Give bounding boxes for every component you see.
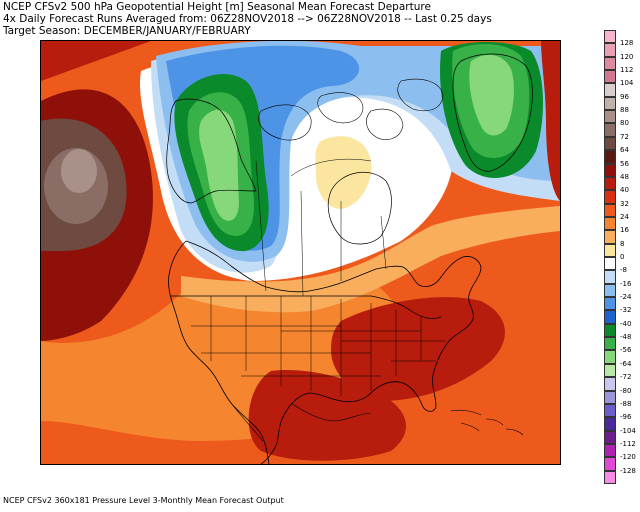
anomaly-strong-positive-southeast — [248, 370, 406, 461]
colorbar-label: -72 — [620, 373, 632, 382]
footer-caption: NCEP CFSv2 360x181 Pressure Level 3-Mont… — [3, 496, 284, 505]
colorbar-label: -48 — [620, 333, 632, 342]
colorbar-label: -96 — [620, 413, 632, 422]
map-svg — [41, 41, 560, 464]
colorbar-label: 8 — [620, 239, 625, 248]
caribbean-outline — [450, 409, 524, 436]
colorbar-label: -128 — [620, 466, 636, 475]
colorbar-swatch — [604, 56, 616, 71]
hudson-bay-outline — [327, 172, 392, 245]
colorbar-swatch — [604, 190, 616, 204]
colorbar-swatch — [604, 83, 616, 97]
colorbar-swatch — [604, 123, 616, 137]
colorbar-label: -104 — [620, 426, 636, 435]
colorbar-swatch — [604, 136, 616, 151]
colorbar-label: 104 — [620, 79, 634, 88]
colorbar-label: -56 — [620, 346, 632, 355]
colorbar-swatch — [604, 176, 616, 191]
anomaly-max-inner-west — [61, 149, 97, 193]
colorbar-label: 0 — [620, 253, 625, 261]
colorbar-swatch — [604, 150, 616, 164]
anomaly-weak-positive-center — [315, 136, 372, 209]
colorbar-label: 64 — [620, 146, 629, 155]
colorbar-swatch — [604, 70, 616, 84]
colorbar-swatch — [604, 377, 616, 391]
colorbar-swatch — [604, 243, 616, 257]
anomaly-strong-positive-east — [331, 297, 505, 401]
arctic-islands-outline — [258, 78, 444, 141]
colorbar-swatch — [604, 390, 616, 404]
colorbar-label: -120 — [620, 453, 636, 462]
colorbar-swatch — [604, 337, 616, 351]
colorbar-swatch — [604, 470, 616, 484]
anomaly-weak-positive-band — [181, 206, 560, 313]
colorbar-swatch — [604, 110, 616, 124]
colorbar-label: 72 — [620, 132, 629, 141]
colorbar-label: -40 — [620, 319, 632, 328]
colorbar-label: 48 — [620, 172, 629, 181]
colorbar-label: -80 — [620, 386, 632, 395]
colorbar-label: 56 — [620, 159, 629, 168]
colorbar-swatch — [604, 270, 616, 284]
colorbar-swatch — [604, 96, 616, 111]
colorbar-swatch — [604, 363, 616, 378]
colorbar-swatch — [604, 323, 616, 338]
colorbar-label: -88 — [620, 399, 632, 408]
colorbar-label: 88 — [620, 106, 629, 115]
anomaly-peak-negative-east — [469, 54, 514, 136]
us-canada-border — [171, 295, 442, 319]
colorbar-label: 112 — [620, 66, 634, 75]
colorbar-swatch — [604, 216, 616, 231]
colorbar-swatch — [604, 403, 616, 418]
colorbar-label: -16 — [620, 279, 632, 288]
colorbar-label: 128 — [620, 39, 634, 48]
north-america-outline — [168, 240, 482, 464]
colorbar-swatch — [604, 457, 616, 471]
colorbar-label: -112 — [620, 439, 636, 448]
colorbar-swatch — [604, 43, 616, 57]
colorbar-label: 40 — [620, 186, 629, 195]
colorbar-swatch — [604, 163, 616, 177]
canada-province-boundaries — [255, 158, 387, 297]
colorbar-legend: 128 120 112 104 96 88 80 72 64 56 48 40 32 24 16 8 0 -8 -1… — [604, 30, 640, 484]
colorbar-swatch — [604, 297, 616, 311]
title-line-1: NCEP CFSv2 500 hPa Geopotential Height [… — [3, 1, 431, 13]
colorbar-swatch — [604, 350, 616, 364]
anomaly-peak-negative-west — [199, 109, 239, 221]
anomaly-positive-west — [41, 41, 151, 81]
colorbar-swatch — [604, 230, 616, 244]
colorbar-label: 80 — [620, 119, 629, 128]
colorbar-label: -24 — [620, 293, 632, 302]
colorbar-swatch — [604, 203, 616, 217]
anomaly-positive-east-edge — [541, 41, 560, 201]
mexico-outline — [230, 402, 372, 442]
colorbar-label: -32 — [620, 306, 632, 315]
colorbar-label: 120 — [620, 52, 634, 61]
forecast-map — [40, 40, 561, 465]
title-line-3: Target Season: DECEMBER/JANUARY/FEBRUARY — [3, 25, 251, 37]
colorbar-swatch — [604, 283, 616, 298]
alaska-outline — [166, 98, 257, 204]
state-boundaries — [191, 296, 446, 396]
title-line-2: 4x Daily Forecast Runs Averaged from: 06… — [3, 13, 492, 25]
colorbar-label: 16 — [620, 226, 629, 235]
colorbar-label: -8 — [620, 266, 627, 275]
colorbar-label: 24 — [620, 212, 629, 221]
colorbar-swatch — [604, 417, 616, 431]
colorbar-swatch — [604, 310, 616, 324]
header: NCEP CFSv2 500 hPa Geopotential Height [… — [3, 1, 492, 37]
colorbar-swatch — [604, 443, 616, 458]
colorbar-label: 96 — [620, 92, 629, 101]
colorbar-swatch — [604, 30, 616, 44]
colorbar-label: 32 — [620, 199, 629, 208]
colorbar-label: -64 — [620, 359, 632, 368]
colorbar-swatch — [604, 257, 616, 271]
greenland-outline — [452, 53, 533, 172]
colorbar-swatch — [604, 430, 616, 444]
